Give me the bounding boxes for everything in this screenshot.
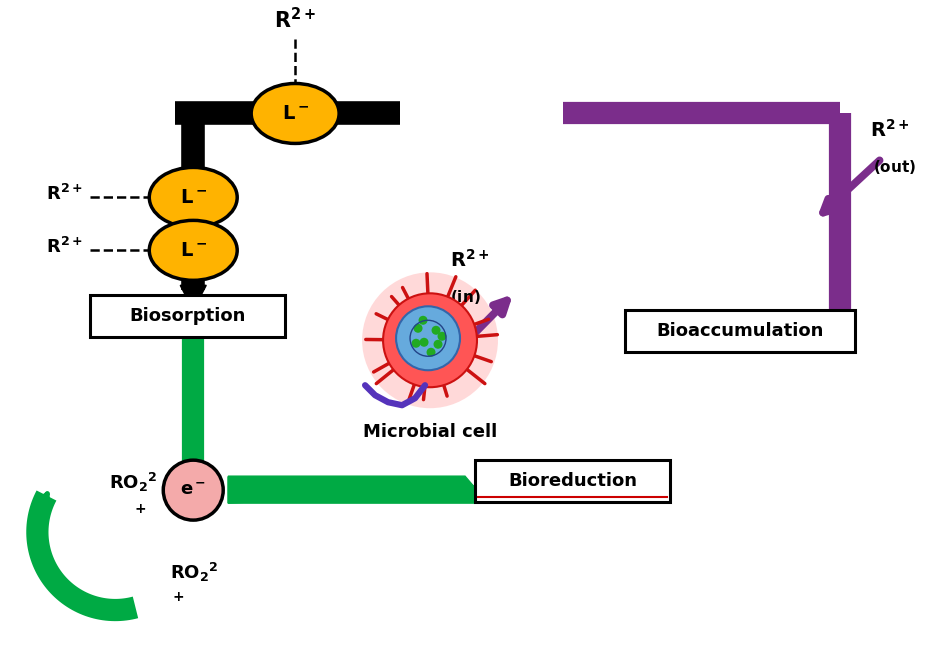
Circle shape [164,460,223,520]
Circle shape [419,338,429,347]
Text: $\mathbf{R^{2+}}$: $\mathbf{R^{2+}}$ [46,184,83,204]
Circle shape [437,332,446,341]
Text: $\mathbf{e^-}$: $\mathbf{e^-}$ [180,481,206,499]
Circle shape [431,326,441,335]
FancyBboxPatch shape [475,460,670,502]
Circle shape [396,306,460,370]
Circle shape [418,316,428,325]
Ellipse shape [149,167,237,227]
Ellipse shape [251,84,339,144]
Circle shape [412,339,420,348]
Text: Bioreduction: Bioreduction [508,472,637,490]
Text: $\mathbf{+}$: $\mathbf{+}$ [134,502,147,516]
Text: $\mathbf{R^{2+}}$: $\mathbf{R^{2+}}$ [870,119,909,140]
Text: $\mathbf{L^-}$: $\mathbf{L^-}$ [180,241,207,260]
Text: $\mathbf{R^{2+}}$: $\mathbf{R^{2+}}$ [274,7,316,33]
Text: Bioaccumulation: Bioaccumulation [656,323,823,340]
Circle shape [362,272,498,408]
Text: Microbial cell: Microbial cell [363,423,497,441]
Polygon shape [228,476,488,503]
FancyBboxPatch shape [90,295,285,337]
Text: $\mathbf{RO_2{}^2}$: $\mathbf{RO_2{}^2}$ [109,471,157,494]
Text: $\mathbf{R^{2+}}$: $\mathbf{R^{2+}}$ [46,237,83,257]
Polygon shape [228,477,480,503]
Text: $\mathbf{R^{2+}}$: $\mathbf{R^{2+}}$ [450,248,490,270]
Text: $\mathbf{(in)}$: $\mathbf{(in)}$ [450,289,480,306]
FancyBboxPatch shape [625,310,854,352]
Text: $\mathbf{L^-}$: $\mathbf{L^-}$ [180,188,207,207]
Circle shape [414,324,423,333]
Circle shape [427,348,435,357]
Ellipse shape [149,220,237,280]
Text: Biosorption: Biosorption [130,308,246,325]
Polygon shape [180,285,206,310]
Circle shape [433,340,443,349]
Text: $\mathbf{L^-}$: $\mathbf{L^-}$ [281,104,308,123]
Text: $\mathbf{RO_2{}^2}$: $\mathbf{RO_2{}^2}$ [170,560,219,584]
Text: $\mathbf{+}$: $\mathbf{+}$ [172,590,184,604]
Text: $\mathbf{(out)}$: $\mathbf{(out)}$ [872,159,916,176]
Circle shape [384,293,477,387]
